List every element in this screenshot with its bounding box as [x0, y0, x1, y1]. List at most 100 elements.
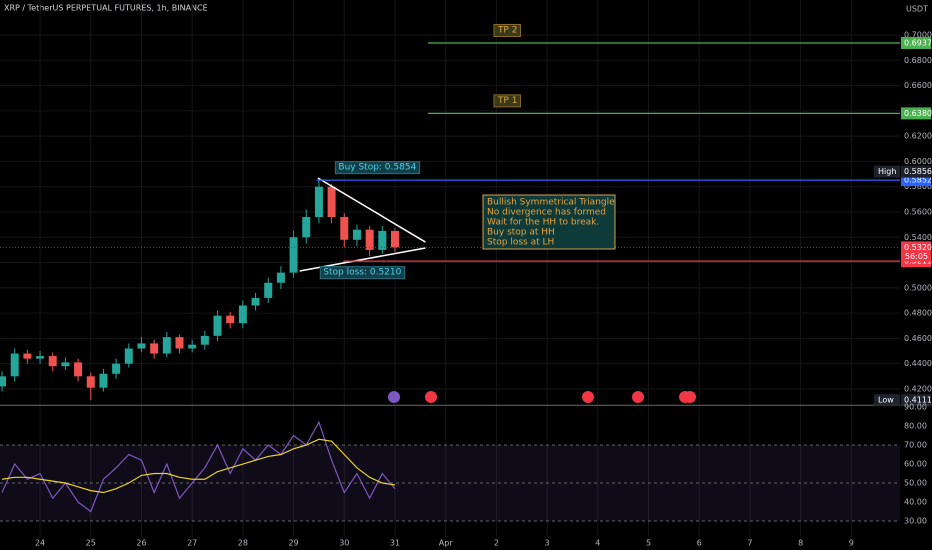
y-tick-label: 0.6000 — [904, 157, 932, 166]
y-tick-label: 0.4600 — [904, 334, 932, 343]
x-tick-label: 27 — [187, 539, 197, 548]
y-tick-label: 0.5800 — [904, 182, 932, 191]
mark-value-tag — [901, 394, 931, 407]
x-tick-label: 30 — [339, 539, 349, 548]
candle-body — [175, 337, 184, 349]
event-icons — [388, 391, 696, 403]
y-tick-label: 0.4800 — [904, 309, 932, 318]
level-name: TP 2 — [497, 25, 518, 35]
y-tick-label: 0.6200 — [904, 132, 932, 141]
note-line: Stop loss at LH — [487, 238, 554, 248]
candle-body — [238, 305, 247, 324]
x-tick-label: 7 — [747, 539, 752, 548]
x-tick-label: 28 — [238, 539, 248, 548]
y-tick-label: 70.00 — [904, 441, 927, 450]
x-tick-label: 2 — [494, 539, 499, 548]
note-line: Bullish Symmetrical Triangle — [487, 198, 615, 208]
candle-body — [150, 343, 159, 354]
candle-body — [289, 237, 298, 273]
candle-body — [200, 335, 209, 345]
candle-body — [112, 363, 121, 374]
level-name-box — [493, 94, 521, 108]
candle-body — [124, 348, 133, 364]
y-tick-label: 50.00 — [904, 479, 927, 488]
candle-body — [86, 376, 95, 388]
note-line: No divergence has formed — [487, 208, 606, 218]
y-tick-label: 0.6800 — [904, 56, 932, 65]
candle-body — [302, 217, 311, 238]
mark-value: 0.4111 — [904, 396, 932, 405]
y-tick-label: 0.5000 — [904, 283, 932, 292]
x-tick-label: Apr — [439, 539, 454, 548]
candle-body — [61, 362, 70, 367]
x-tick-label: 3 — [545, 539, 550, 548]
rsi-line — [1, 438, 396, 494]
y-tick-label: 80.00 — [904, 422, 927, 431]
candle-body — [10, 353, 19, 377]
candle-body — [251, 297, 260, 306]
y-tick-label: 60.00 — [904, 460, 927, 469]
level-tag — [901, 107, 931, 120]
rsi-line — [1, 420, 396, 513]
candle-body — [213, 315, 222, 336]
candle-body — [99, 373, 108, 388]
candle-body — [264, 282, 273, 298]
x-tick-label: 5 — [646, 539, 651, 548]
note-line: Buy stop at HH — [487, 228, 555, 238]
mark-tag — [874, 165, 900, 178]
last-price-label: 0.5320 — [904, 243, 932, 252]
level-name-box — [334, 161, 421, 175]
candle-body — [36, 356, 45, 359]
level-name: Stop loss: 0.5210 — [323, 268, 401, 278]
y-tick-label: 30.00 — [904, 517, 927, 526]
x-tick-label: 24 — [35, 539, 45, 548]
y-tick-label: 0.4400 — [904, 359, 932, 368]
x-tick-label: 26 — [136, 539, 146, 548]
x-tick-label: 4 — [595, 539, 600, 548]
level-label: 0.6380 — [904, 109, 932, 118]
x-tick-label: 8 — [798, 539, 803, 548]
candle-body — [340, 217, 349, 240]
y-tick-label: 0.5400 — [904, 233, 932, 242]
mark-tag — [874, 394, 900, 407]
y-tick-label: 40.00 — [904, 498, 927, 507]
candle-body — [378, 230, 387, 250]
candle-body — [327, 186, 336, 218]
x-tick-label: 25 — [86, 539, 96, 548]
note-box — [482, 194, 616, 250]
level-name: TP 1 — [497, 96, 518, 106]
mark-value: 0.5856 — [904, 167, 932, 176]
x-tick-label: 31 — [390, 539, 400, 548]
y-tick-label: 90.00 — [904, 402, 927, 411]
candle-body — [352, 229, 361, 240]
x-tick-label: 29 — [288, 539, 298, 548]
candle-body — [365, 229, 374, 250]
y-tick-label: 0.5600 — [904, 207, 932, 216]
level-name: Buy Stop: 0.5854 — [338, 163, 416, 173]
mark-value-tag — [901, 165, 931, 178]
candle-body — [226, 315, 235, 324]
candle-body — [137, 343, 146, 349]
note-line: Wait for the HH to break. — [487, 218, 599, 228]
last-price-tag — [901, 241, 931, 262]
candle-body — [0, 376, 7, 387]
candle-body — [23, 353, 32, 359]
x-tick-label: 6 — [697, 539, 702, 548]
level-label: 0.6937 — [904, 38, 932, 47]
mark-name: High — [878, 167, 896, 176]
triangle-line — [317, 177, 426, 243]
y-tick-label: 0.7000 — [904, 31, 932, 40]
candle-body — [162, 337, 171, 354]
level-label: 0.5852 — [904, 176, 932, 185]
candle-body — [188, 344, 197, 349]
candle-body — [48, 356, 57, 367]
x-tick-label: 9 — [849, 539, 854, 548]
chart-title: XRP / TetherUS PERPETUAL FUTURES, 1h, BI… — [4, 4, 208, 13]
level-name-box — [319, 266, 406, 280]
candle-body — [276, 272, 285, 283]
y-tick-label: 0.4200 — [904, 384, 932, 393]
axis-unit: USDT — [906, 5, 928, 14]
y-tick-label: 0.6600 — [904, 81, 932, 90]
candle-body — [390, 230, 399, 248]
